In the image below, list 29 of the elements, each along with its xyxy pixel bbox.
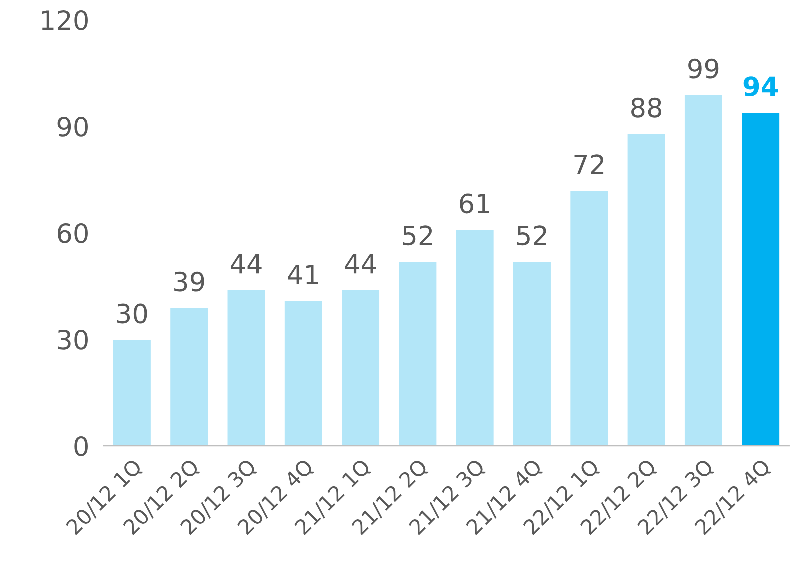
data-label: 44 [230, 254, 262, 274]
data-label: 44 [345, 254, 376, 274]
data-label: 52 [517, 226, 546, 246]
bar [340, 289, 381, 446]
bar [169, 306, 210, 446]
bar [398, 260, 438, 446]
bar [454, 228, 496, 446]
data-label: 88 [632, 98, 662, 118]
y-tick-label: 120 [42, 10, 88, 30]
data-label: 41 [288, 265, 318, 284]
bar [569, 190, 610, 446]
data-label: 52 [403, 226, 432, 246]
data-label: 72 [574, 154, 604, 174]
bar [740, 112, 781, 446]
y-tick-label: 30 [58, 330, 88, 350]
data-label: 94 [744, 76, 778, 97]
y-tick-label: 0 [74, 436, 88, 456]
bar [512, 260, 552, 446]
y-tick-label: 60 [58, 223, 88, 244]
bar [626, 132, 667, 446]
data-label: 39 [174, 272, 204, 292]
data-label: 99 [688, 58, 719, 79]
bar [284, 300, 324, 446]
data-label: 61 [460, 194, 490, 214]
bar [112, 338, 152, 446]
y-tick-label: 90 [58, 116, 88, 137]
data-label: 30 [117, 304, 148, 324]
bar [226, 289, 267, 446]
bar [684, 94, 724, 446]
